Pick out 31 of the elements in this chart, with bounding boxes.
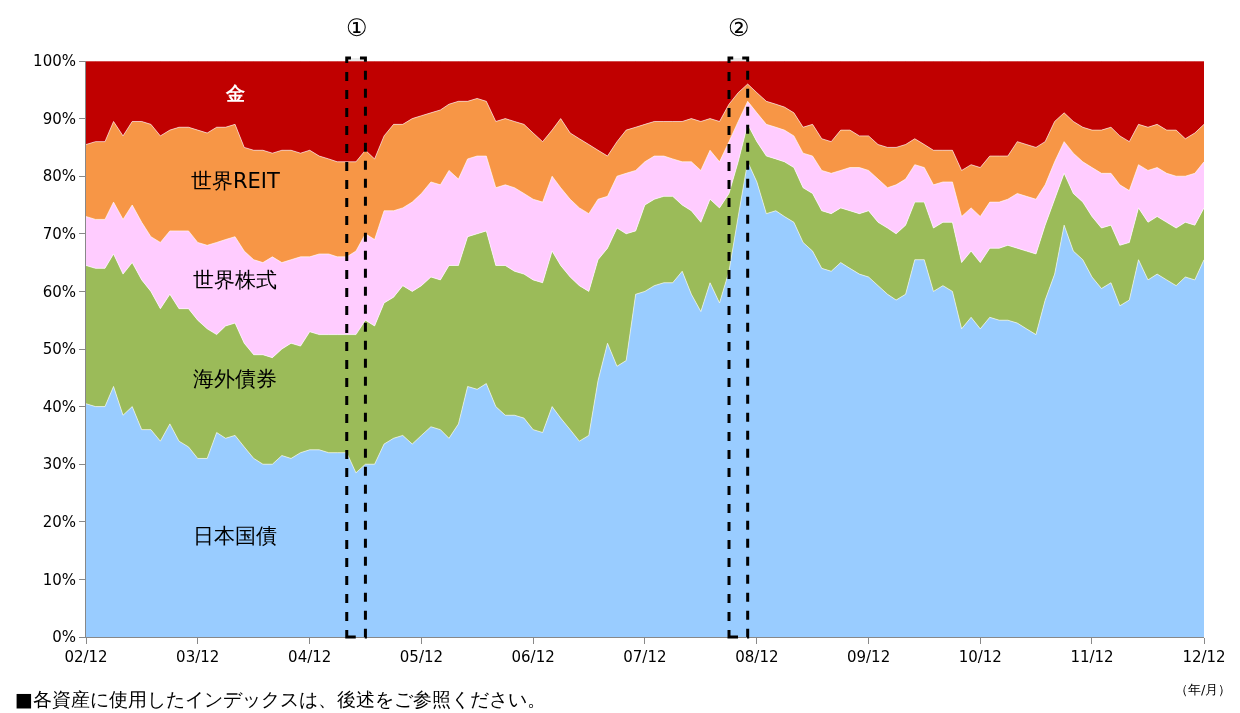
y-tick-label: 30% bbox=[42, 455, 76, 474]
y-tick-label: 90% bbox=[42, 109, 76, 128]
x-tick-label: 10/12 bbox=[958, 648, 1002, 666]
x-tick-label: 06/12 bbox=[511, 648, 555, 666]
y-tick-label: 0% bbox=[52, 628, 76, 647]
x-tick-label: 03/12 bbox=[176, 648, 220, 666]
series-label: 日本国債 bbox=[193, 524, 277, 548]
series-label: 金 bbox=[225, 82, 245, 104]
band-label: ② bbox=[728, 14, 750, 42]
x-tick-label: 07/12 bbox=[623, 648, 667, 666]
text: ■各資産に使用したインデックスは、後述をご参照ください。 bbox=[15, 688, 546, 710]
y-tick-label: 10% bbox=[42, 570, 76, 589]
y-tick-label: 70% bbox=[42, 225, 76, 244]
series-label: 海外債券 bbox=[193, 367, 277, 391]
x-tick-label: 12/12 bbox=[1182, 648, 1226, 666]
band-label: ① bbox=[346, 14, 368, 42]
x-tick-label: 04/12 bbox=[288, 648, 332, 666]
y-tick-label: 20% bbox=[42, 513, 76, 532]
x-tick-label: 02/12 bbox=[64, 648, 108, 666]
y-tick-label: 80% bbox=[42, 167, 76, 186]
series-label: 世界REIT bbox=[191, 169, 281, 193]
series-label: 世界株式 bbox=[193, 268, 277, 292]
x-tick-label: 09/12 bbox=[846, 648, 891, 666]
y-tick-label: 40% bbox=[42, 397, 76, 416]
x-tick-label: 11/12 bbox=[1070, 648, 1114, 666]
x-tick-label: 05/12 bbox=[399, 648, 444, 666]
y-tick-label: 60% bbox=[42, 282, 76, 301]
y-tick-label: 100% bbox=[33, 52, 76, 71]
y-tick-label: 50% bbox=[42, 340, 76, 359]
x-tick-label: 08/12 bbox=[735, 648, 779, 666]
text: （年/月） bbox=[1175, 682, 1232, 697]
